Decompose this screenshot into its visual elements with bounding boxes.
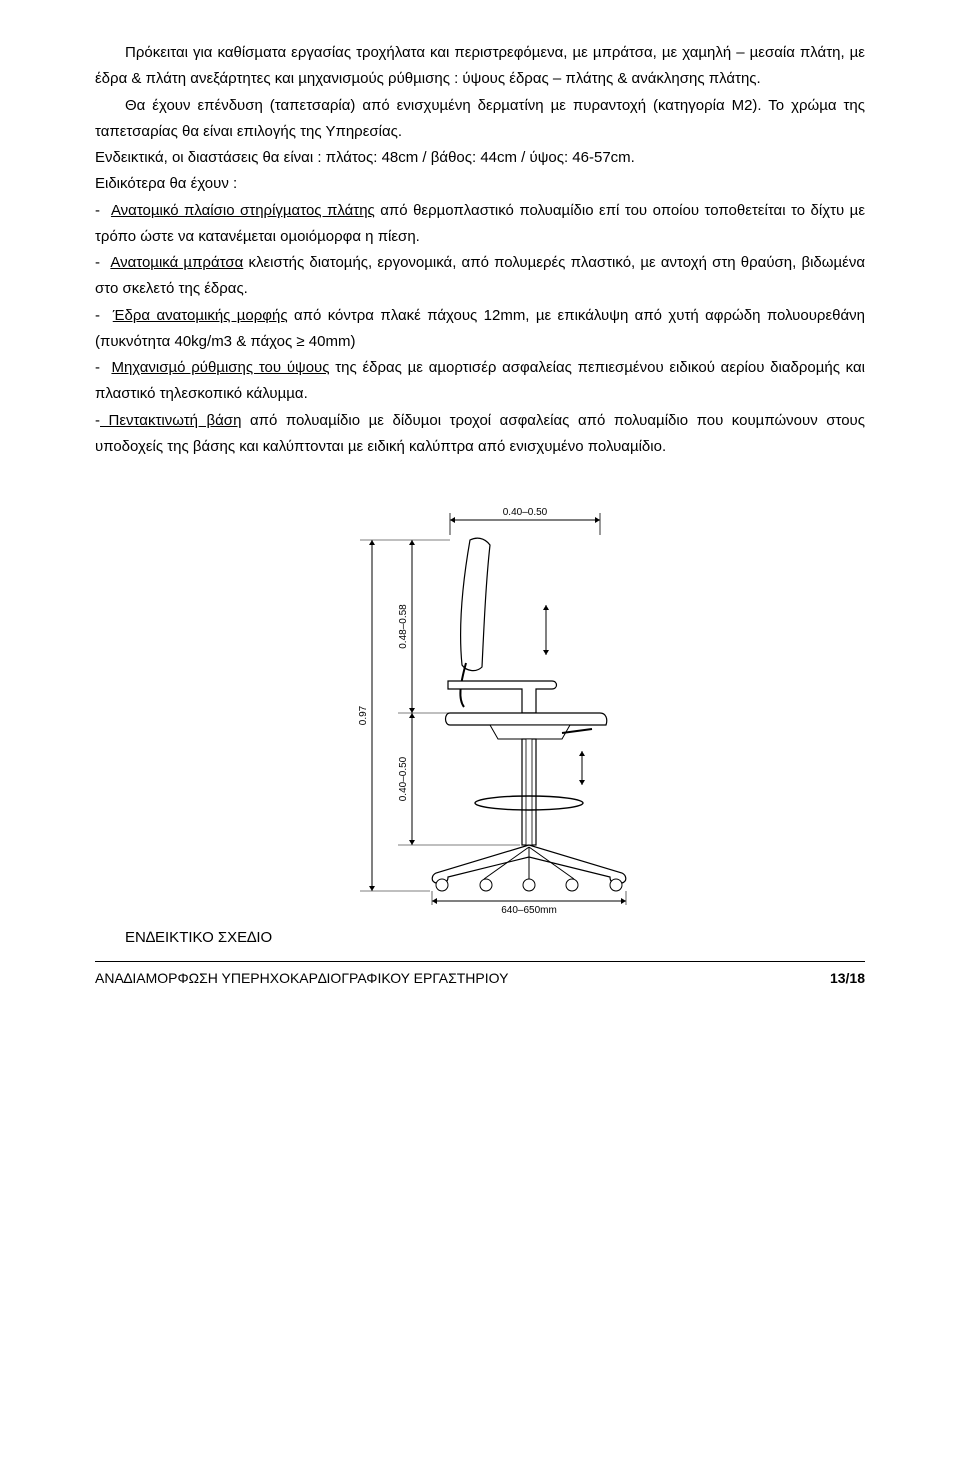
bullet-seat: - Έδρα ανατοµικής µορφής από κόντρα πλακ… (95, 303, 865, 356)
svg-text:0.97: 0.97 (358, 705, 369, 725)
footer-title: ΑΝΑ∆ΙΑΜΟΡΦΩΣΗ ΥΠΕΡΗΧΟΚΑΡ∆ΙΟΓΡΑΦΙΚΟΥ ΕΡΓΑ… (95, 966, 508, 991)
bullet-arms-label: Ανατοµικά µπράτσα (110, 254, 243, 271)
document-body: Πρόκειται για καθίσµατα εργασίας τροχήλα… (95, 40, 865, 951)
bullet-arms: - Ανατοµικά µπράτσα κλειστής διατοµής, ε… (95, 250, 865, 303)
paragraph-intro: Πρόκειται για καθίσµατα εργασίας τροχήλα… (95, 40, 865, 93)
bullet-mechanism-label: Μηχανισµό ρύθµισης του ύψους (111, 359, 329, 376)
bullet-frame-label: Ανατοµικό πλαίσιο στηρίγµατος πλάτης (111, 202, 375, 219)
chair-diagram: 0.40–0.50 0.48–0.58 0.40–0.50 0.97 640–650mm (95, 485, 865, 915)
paragraph-dimensions: Ενδεικτικά, οι διαστάσεις θα είναι : πλά… (95, 145, 865, 171)
bullet-frame: - Ανατοµικό πλαίσιο στηρίγµατος πλάτης α… (95, 198, 865, 251)
footer-page: 13/18 (830, 966, 865, 991)
diagram-caption: ΕΝ∆ΕΙΚΤΙΚΟ ΣΧΕ∆ΙΟ (95, 925, 865, 951)
svg-text:0.40–0.50: 0.40–0.50 (398, 756, 409, 801)
svg-text:0.48–0.58: 0.48–0.58 (398, 604, 409, 649)
paragraph-lead: Ειδικότερα θα έχουν : (95, 171, 865, 197)
svg-text:640–650mm: 640–650mm (501, 905, 557, 915)
chair-svg: 0.40–0.50 0.48–0.58 0.40–0.50 0.97 640–650mm (300, 485, 660, 915)
svg-text:0.40–0.50: 0.40–0.50 (503, 507, 548, 518)
paragraph-upholstery: Θα έχουν επένδυση (ταπετσαρία) από ενισχ… (95, 93, 865, 146)
bullet-seat-label: Έδρα ανατοµικής µορφής (113, 307, 288, 324)
bullet-base-label: Πεντακτινωτή βάση (100, 412, 241, 429)
bullet-base: - Πεντακτινωτή βάση από πολυαµίδιο µε δί… (95, 408, 865, 461)
page-footer: ΑΝΑ∆ΙΑΜΟΡΦΩΣΗ ΥΠΕΡΗΧΟΚΑΡ∆ΙΟΓΡΑΦΙΚΟΥ ΕΡΓΑ… (95, 962, 865, 991)
bullet-mechanism: - Μηχανισµό ρύθµισης του ύψους της έδρας… (95, 355, 865, 408)
